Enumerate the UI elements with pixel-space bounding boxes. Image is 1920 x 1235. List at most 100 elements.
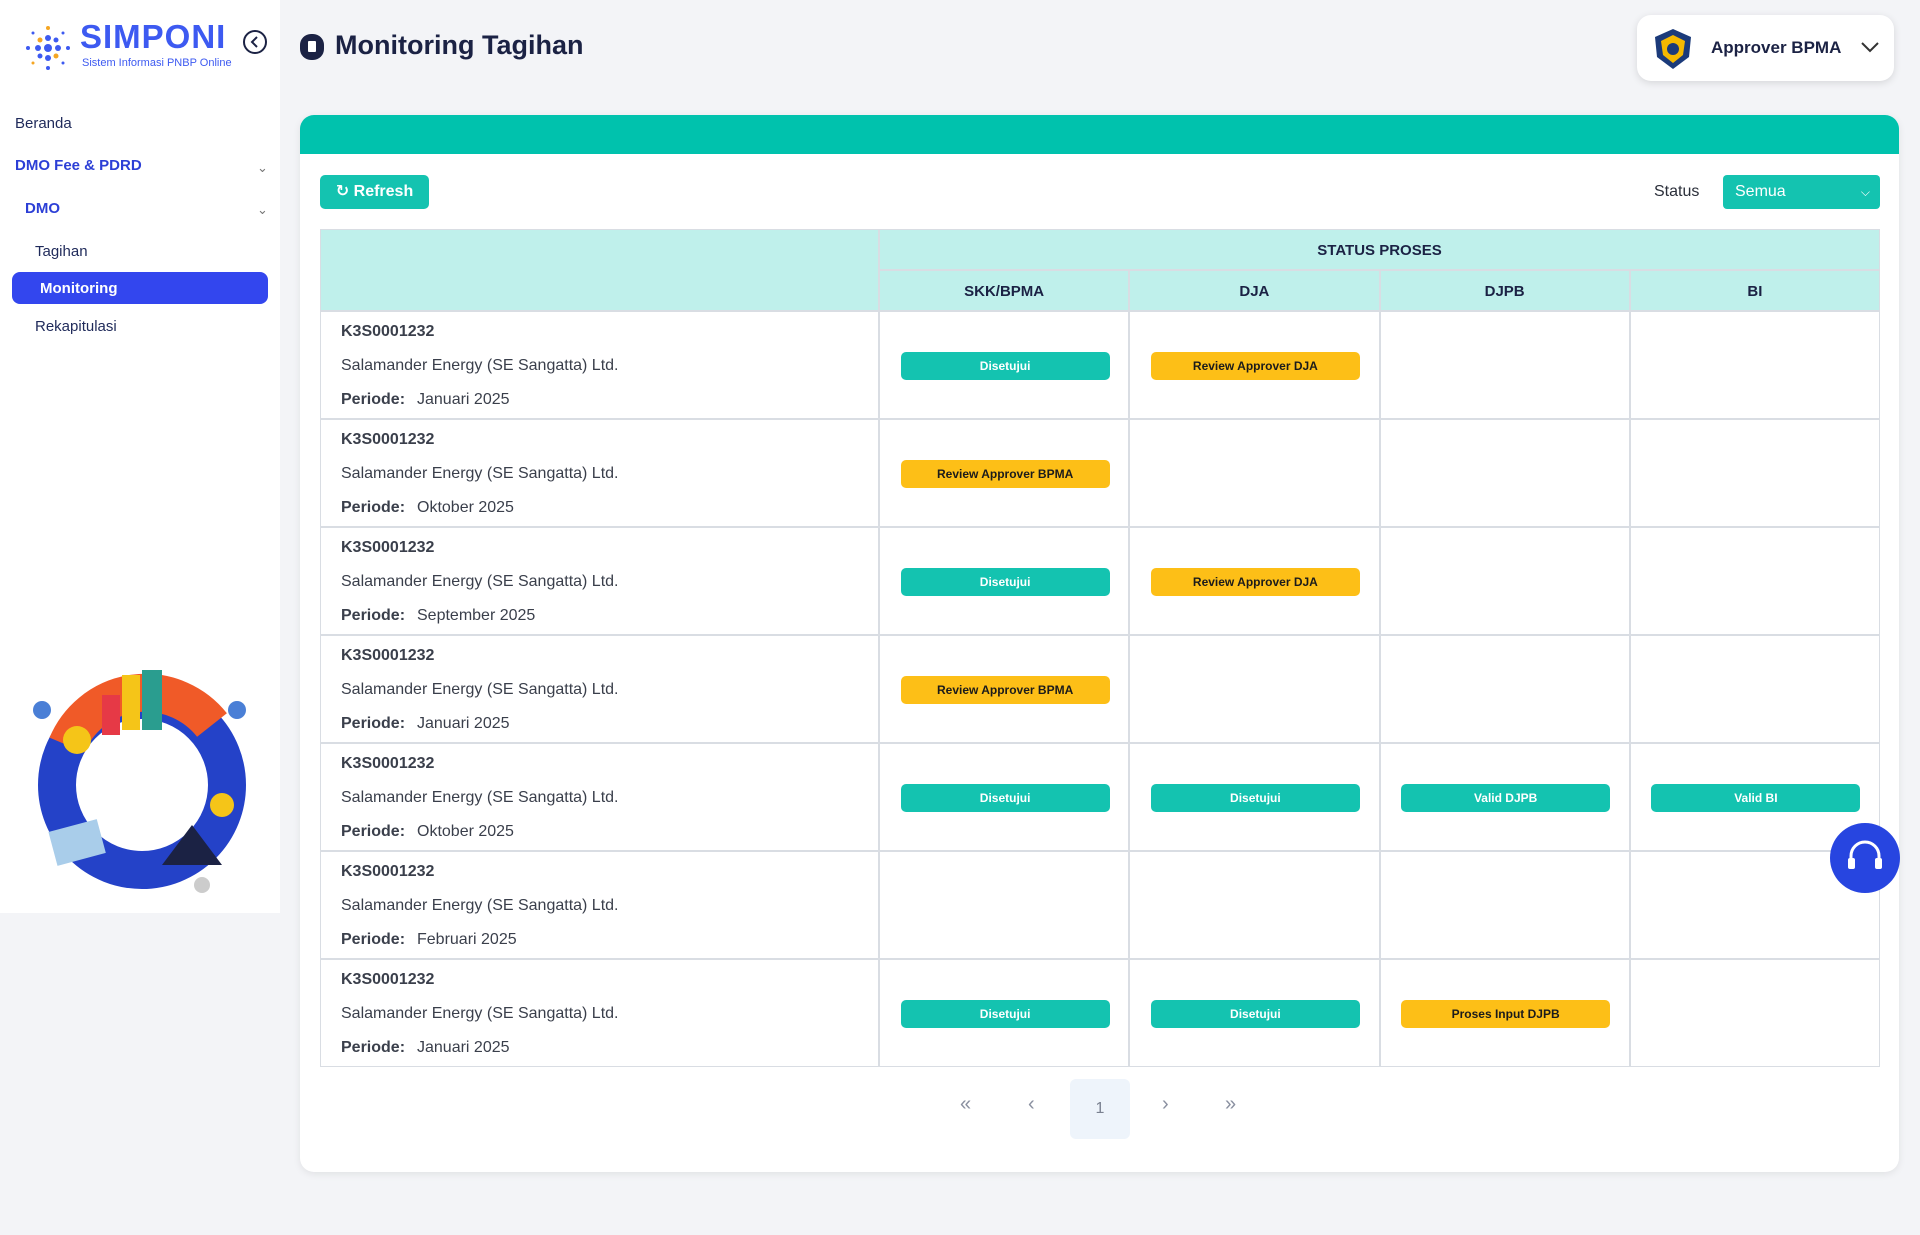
group-header: STATUS PROSES [879,229,1880,270]
status-cell [1129,851,1380,959]
card-header [300,115,1899,154]
status-badge: Review Approver BPMA [900,460,1110,488]
row-info-cell: K3S0001232 Salamander Energy (SE Sangatta… [320,959,879,1067]
row-company: Salamander Energy (SE Sangatta) Ltd. [341,681,619,698]
first-page[interactable]: « [960,1093,972,1115]
status-cell [1379,527,1630,635]
status-cell [1629,419,1880,527]
row-info-cell: K3S0001232 Salamander Energy (SE Sangatta… [320,419,879,527]
status-badge: Valid DJPB [1401,784,1611,812]
menu-item[interactable]: Rekapitulasi [35,318,117,335]
menu-item-active[interactable]: Monitoring [40,280,118,297]
status-cell: Disetujui [1129,959,1380,1067]
row-id: K3S0001232 [341,755,435,772]
row-period: Oktober 2025 [417,499,514,516]
status-badge: Review Approver BPMA [900,676,1110,704]
row-period: Oktober 2025 [417,823,514,840]
status-cell: Review Approver BPMA [879,419,1130,527]
menu-item[interactable]: Beranda [15,115,72,132]
status-cell: Valid DJPB [1379,743,1630,851]
status-cell: Disetujui [879,959,1130,1067]
status-badge: Disetujui [900,352,1110,380]
row-company: Salamander Energy (SE Sangatta) Ltd. [341,789,619,806]
status-cell [1629,635,1880,743]
status-cell: Disetujui [879,311,1130,419]
status-cell: Review Approver DJA [1129,527,1380,635]
row-period: Januari 2025 [417,1039,510,1056]
status-cell [1629,527,1880,635]
content-card: ↻ Refresh Status Semua ⌵ STATUS PROSES SKK… [300,115,1899,1172]
row-company: Salamander Energy (SE Sangatta) Ltd. [341,465,619,482]
row-period: Januari 2025 [417,391,510,408]
menu-item[interactable]: Tagihan [35,243,88,260]
page-title: Monitoring Tagihan [335,30,584,60]
status-cell [1379,635,1630,743]
status-cell [1379,311,1630,419]
status-cell [1129,635,1380,743]
status-cell: Review Approver BPMA [879,635,1130,743]
status-badge: Disetujui [900,1000,1110,1028]
row-info-cell: K3S0001232 Salamander Energy (SE Sangatta… [320,635,879,743]
row-id: K3S0001232 [341,431,435,448]
status-badge: Disetujui [1150,784,1360,812]
column-header: DJPB [1379,270,1630,311]
status-cell: Disetujui [879,743,1130,851]
status-value: Semua [1735,183,1786,200]
status-badge: Review Approver DJA [1150,352,1360,380]
row-info-cell: K3S0001232 Salamander Energy (SE Sangatta… [320,743,879,851]
logo-subtitle: Sistem Informasi PNBP Online [82,57,232,69]
logo-title: SIMPONI [80,18,227,55]
status-cell [1379,851,1630,959]
chevron: ⌄ [257,202,268,217]
row-id: K3S0001232 [341,863,435,880]
menu-item[interactable]: DMO Fee & PDRD [15,157,142,174]
refresh-label: Refresh [353,183,414,200]
row-period: Februari 2025 [417,931,517,948]
status-badge: Disetujui [900,784,1110,812]
row-id: K3S0001232 [341,539,435,556]
chevron: ⌄ [257,160,268,175]
status-cell [1629,959,1880,1067]
status-cell [879,851,1130,959]
status-cell [1379,419,1630,527]
status-cell: Review Approver DJA [1129,311,1380,419]
help-button[interactable] [1829,822,1901,894]
row-period-label: Periode: [341,499,406,516]
row-period: September 2025 [417,607,536,624]
status-cell: Disetujui [1129,743,1380,851]
row-company: Salamander Energy (SE Sangatta) Ltd. [341,1005,619,1022]
status-badge: Disetujui [1150,1000,1360,1028]
row-id: K3S0001232 [341,971,435,988]
row-period-label: Periode: [341,607,406,624]
page-number[interactable]: 1 [1070,1079,1130,1139]
user-name: Approver BPMA [1711,38,1842,57]
status-badge: Disetujui [900,568,1110,596]
column-header: DJA [1129,270,1380,311]
next-page[interactable]: › [1162,1093,1169,1115]
last-page[interactable]: » [1225,1093,1237,1115]
menu-item[interactable]: DMO [25,200,60,217]
status-cell: Valid BI [1629,743,1880,851]
row-info-cell: K3S0001232 Salamander Energy (SE Sangatta… [320,851,879,959]
row-period-label: Periode: [341,931,406,948]
row-company: Salamander Energy (SE Sangatta) Ltd. [341,357,619,374]
header-blank [320,229,879,311]
user-menu[interactable]: Approver BPMA [1637,15,1894,81]
column-header: SKK/BPMA [879,270,1130,311]
refresh-button[interactable]: ↻ Refresh [320,175,429,209]
illustration [33,670,246,893]
row-company: Salamander Energy (SE Sangatta) Ltd. [341,573,619,590]
active-menu-bg [12,272,268,304]
row-company: Salamander Energy (SE Sangatta) Ltd. [341,897,619,914]
prev-page[interactable]: ‹ [1028,1093,1035,1115]
status-cell: Proses Input DJPB [1379,959,1630,1067]
row-id: K3S0001232 [341,323,435,340]
logo-mark [26,26,70,70]
status-badge: Proses Input DJPB [1401,1000,1611,1028]
collapse-button[interactable] [242,29,268,55]
avatar [1655,29,1691,69]
row-period: Januari 2025 [417,715,510,732]
row-id: K3S0001232 [341,647,435,664]
status-select[interactable]: Semua ⌵ [1723,175,1880,209]
